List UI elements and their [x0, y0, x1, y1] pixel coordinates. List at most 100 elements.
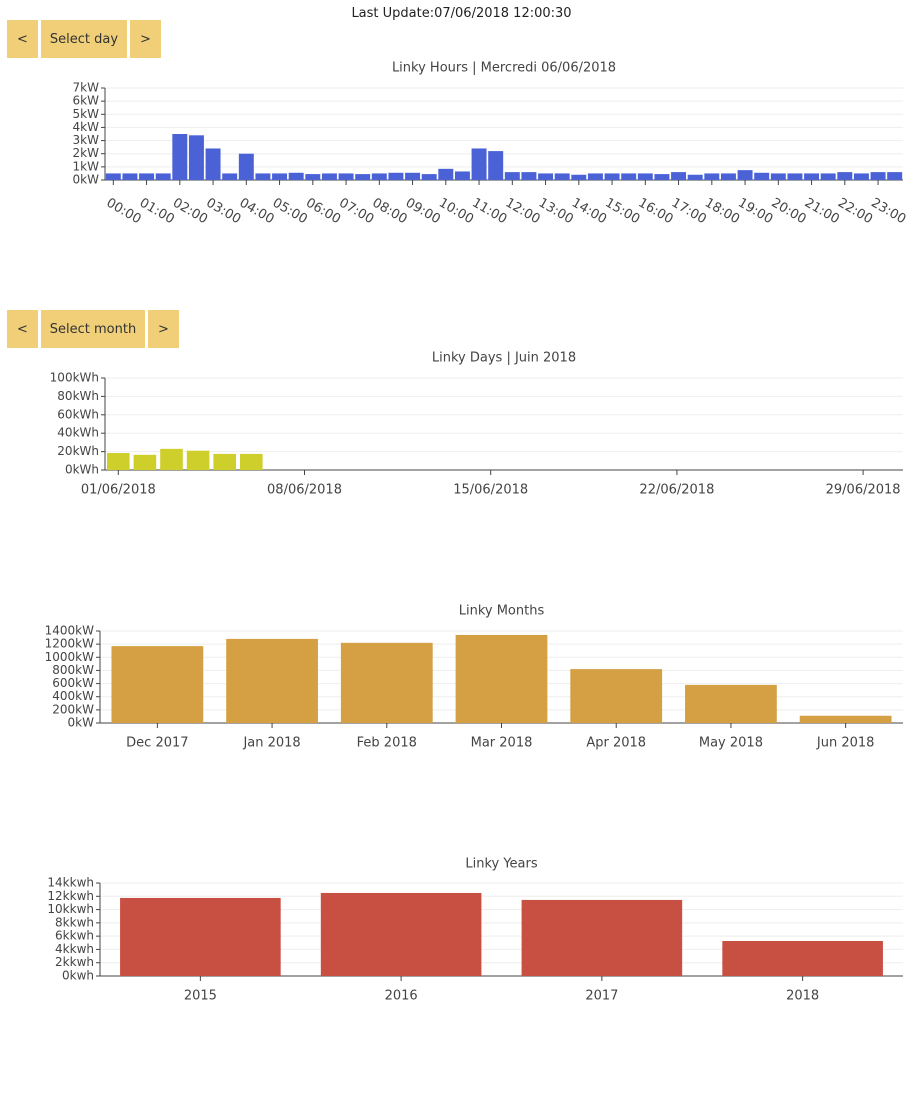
y-tick-label: 1200kW: [45, 637, 94, 651]
bar: [213, 453, 237, 470]
y-tick-label: 0kwh: [62, 969, 94, 983]
bar: [770, 173, 786, 180]
bar: [837, 172, 853, 180]
last-update: Last Update:07/06/2018 12:00:30: [351, 6, 572, 21]
x-tick-label: 04:00: [237, 196, 277, 228]
bar: [106, 452, 130, 470]
bar: [754, 172, 770, 180]
bar: [799, 715, 892, 723]
x-tick-label: 15:00: [602, 196, 642, 228]
x-tick-label: 2015: [184, 989, 217, 1004]
y-tick-label: 4kkwh: [55, 942, 94, 956]
bar: [120, 897, 281, 976]
y-tick-label: 2kW: [73, 146, 100, 160]
x-tick-label: 20:00: [769, 196, 809, 228]
y-tick-label: 7kW: [73, 81, 100, 95]
x-tick-label: 16:00: [636, 196, 676, 228]
y-tick-label: 400kW: [52, 689, 94, 703]
chart-title: Linky Days | Juin 2018: [432, 351, 576, 366]
y-tick-label: 1400kW: [45, 624, 94, 638]
bar: [621, 173, 637, 180]
prev-month-button[interactable]: <: [7, 310, 38, 348]
bar: [186, 450, 210, 470]
bar: [238, 153, 254, 180]
bar: [870, 172, 886, 180]
x-tick-label: Jun 2018: [816, 736, 875, 751]
bar: [438, 168, 454, 180]
x-tick-label: Dec 2017: [126, 736, 188, 751]
bar: [455, 634, 548, 723]
select-month-button[interactable]: Select month: [41, 310, 145, 348]
bar: [804, 173, 820, 180]
x-tick-label: 01:00: [137, 196, 177, 228]
bar: [272, 173, 288, 180]
bar: [671, 172, 687, 180]
x-tick-label: 12:00: [503, 196, 543, 228]
bar: [554, 173, 570, 180]
bar: [105, 173, 121, 180]
bar: [239, 453, 263, 470]
y-tick-label: 20kWh: [57, 444, 99, 458]
x-tick-label: 2018: [786, 989, 819, 1004]
x-tick-label: 08:00: [370, 196, 410, 228]
y-tick-label: 3kW: [73, 133, 100, 147]
bar: [222, 173, 238, 180]
bar: [521, 172, 537, 180]
y-tick-label: 5kW: [73, 107, 100, 121]
bar: [787, 173, 803, 180]
bar: [388, 172, 404, 180]
bar: [570, 669, 663, 723]
x-tick-label: 19:00: [735, 196, 775, 228]
y-tick-label: 1000kW: [45, 650, 94, 664]
bar: [704, 173, 720, 180]
bar: [887, 172, 903, 180]
y-tick-label: 12kkwh: [47, 889, 94, 903]
x-tick-label: Jan 2018: [242, 736, 300, 751]
y-tick-label: 40kWh: [57, 426, 99, 440]
y-tick-label: 6kW: [73, 94, 100, 108]
y-tick-label: 14kkwh: [47, 876, 94, 890]
bar: [685, 684, 777, 723]
y-tick-label: 100kWh: [50, 371, 99, 385]
y-tick-label: 6kkwh: [55, 929, 94, 943]
bar: [853, 173, 869, 180]
y-tick-label: 200kW: [52, 702, 94, 716]
x-tick-label: 15/06/2018: [453, 483, 528, 498]
bar: [421, 174, 437, 180]
prev-day-button[interactable]: <: [7, 20, 38, 58]
select-day-button[interactable]: Select day: [41, 20, 127, 58]
next-month-button[interactable]: >: [148, 310, 179, 348]
x-tick-label: 14:00: [569, 196, 609, 228]
y-tick-label: 0kW: [68, 716, 95, 730]
x-tick-label: 08/06/2018: [267, 483, 342, 498]
x-tick-label: 00:00: [104, 196, 144, 228]
x-tick-label: 07:00: [336, 196, 376, 228]
bar: [722, 940, 883, 976]
bar: [338, 173, 354, 180]
bar: [488, 151, 504, 180]
bar: [340, 642, 433, 723]
bar: [139, 173, 155, 180]
next-day-button[interactable]: >: [130, 20, 161, 58]
bar: [820, 173, 836, 180]
x-tick-label: 2017: [585, 989, 618, 1004]
bar: [305, 174, 321, 180]
x-tick-label: 09:00: [403, 196, 443, 228]
chart-title: Linky Hours | Mercredi 06/06/2018: [392, 61, 616, 76]
bar: [720, 173, 736, 180]
y-tick-label: 0kW: [73, 173, 100, 187]
bar: [405, 172, 421, 180]
x-tick-label: 2016: [385, 989, 418, 1004]
y-tick-label: 80kWh: [57, 389, 99, 403]
bar: [571, 174, 587, 180]
x-tick-label: 03:00: [203, 196, 243, 228]
y-tick-label: 2kkwh: [55, 955, 94, 969]
bar: [521, 899, 683, 976]
x-tick-label: 02:00: [170, 196, 210, 228]
y-tick-label: 800kW: [52, 663, 94, 677]
x-tick-label: 05:00: [270, 196, 310, 228]
y-tick-label: 0kWh: [65, 463, 99, 477]
bar: [321, 173, 337, 180]
x-tick-label: 22:00: [835, 196, 875, 228]
